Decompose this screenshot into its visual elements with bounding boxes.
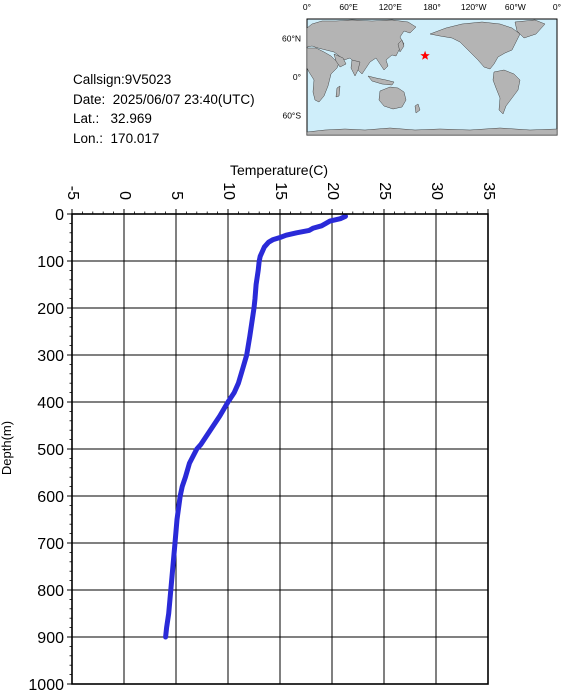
- land-africa: [306, 47, 341, 103]
- date-label: Date:: [73, 91, 106, 107]
- map-lon-label: 0°: [303, 2, 311, 12]
- y-tick-label: 400: [37, 395, 64, 412]
- land-south-america: [492, 69, 521, 115]
- y-tick-label: 200: [37, 301, 64, 318]
- x-tick-label: -5: [64, 186, 81, 200]
- lon-line: Lon.: 170.017: [73, 129, 255, 149]
- land-greenland: [514, 19, 546, 39]
- x-tick-label: 10: [220, 182, 237, 200]
- world-map: 0° 60°E 120°E 180° 120°W 60°W 0° 60°N 0° 60°S: [282, 2, 561, 136]
- y-tick-label: 500: [37, 442, 64, 459]
- date-value: 2025/06/07 23:40(UTC): [112, 91, 255, 107]
- x-tick-label: 15: [272, 182, 289, 200]
- plot-frame: [71, 213, 489, 685]
- map-lon-label: 60°E: [339, 2, 358, 12]
- map-land: [306, 19, 558, 136]
- map-lat-label: 60°N: [282, 33, 301, 43]
- y-tick-label: 100: [37, 254, 64, 271]
- lat-label: Lat.:: [73, 111, 100, 126]
- x-tick-label: 0: [116, 191, 133, 200]
- y-axis-title: Depth(m): [0, 421, 14, 475]
- y-tick-label: 1000: [28, 677, 64, 690]
- land-new-zealand: [414, 103, 421, 114]
- map-lat-label: 0°: [293, 72, 301, 82]
- y-tick-label: 800: [37, 583, 64, 600]
- lon-label: Lon.:: [73, 130, 104, 146]
- map-lon-label: 120°W: [461, 2, 487, 12]
- x-tick-label: 30: [428, 182, 445, 200]
- x-tick-label: 5: [168, 191, 185, 200]
- map-lon-label: 120°E: [379, 2, 403, 12]
- map-lon-label: 0°: [553, 2, 561, 12]
- y-tick-label: 700: [37, 536, 64, 553]
- x-tick-label: 20: [324, 182, 341, 200]
- land-antarctica: [306, 127, 558, 136]
- land-arabia: [333, 53, 347, 68]
- land-madagascar: [335, 85, 341, 98]
- grid: [71, 213, 489, 685]
- x-tick-labels: -5 0 5 10 15 20 25 30 35: [64, 182, 497, 200]
- y-tick-label: 600: [37, 489, 64, 506]
- lat-line: Lat.: 32.969: [73, 109, 255, 129]
- station-info: Callsign:9V5023 Date: 2025/06/07 23:40(U…: [73, 70, 255, 148]
- date-line: Date: 2025/06/07 23:40(UTC): [73, 90, 255, 110]
- map-lat-label: 60°S: [282, 111, 301, 121]
- land-indonesia: [367, 75, 395, 86]
- x-tick-label: 35: [480, 182, 497, 200]
- lat-value: 32.969: [110, 111, 152, 126]
- temperature-profile-line: [163, 213, 348, 640]
- star-icon: [420, 50, 430, 60]
- ticks: [67, 209, 489, 685]
- y-tick-labels: 0 100 200 300 400 500 600 700 800 900 1000: [28, 207, 64, 690]
- land-north-america: [429, 21, 521, 70]
- x-tick-label: 25: [376, 182, 393, 200]
- map-lon-labels: 0° 60°E 120°E 180° 120°W 60°W 0°: [303, 2, 561, 12]
- land-japan: [397, 39, 405, 53]
- land-india: [350, 59, 361, 77]
- map-lat-labels: 60°N 0° 60°S: [282, 33, 301, 120]
- callsign-line: Callsign:9V5023: [73, 72, 172, 87]
- y-tick-label: 0: [55, 207, 64, 224]
- y-tick-label: 900: [37, 630, 64, 647]
- map-lon-label: 60°W: [505, 2, 526, 12]
- x-axis-title: Temperature(C): [230, 162, 328, 178]
- profile-chart: Temperature(C) Depth(m) -5 0 5 10 15 20 25 30 35…: [0, 162, 497, 690]
- y-tick-label: 300: [37, 348, 64, 365]
- map-lon-label: 180°: [423, 2, 441, 12]
- land-eurasia: [306, 19, 417, 75]
- lon-value: 170.017: [110, 130, 160, 146]
- land-australia: [378, 86, 407, 110]
